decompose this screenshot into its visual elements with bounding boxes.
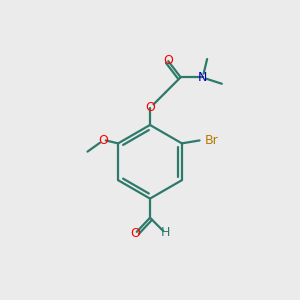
Text: O: O: [145, 101, 155, 114]
Text: O: O: [130, 227, 140, 240]
Text: O: O: [98, 134, 108, 147]
Text: Br: Br: [204, 134, 218, 147]
Text: N: N: [198, 71, 207, 84]
Text: O: O: [163, 54, 173, 67]
Text: H: H: [161, 226, 170, 239]
